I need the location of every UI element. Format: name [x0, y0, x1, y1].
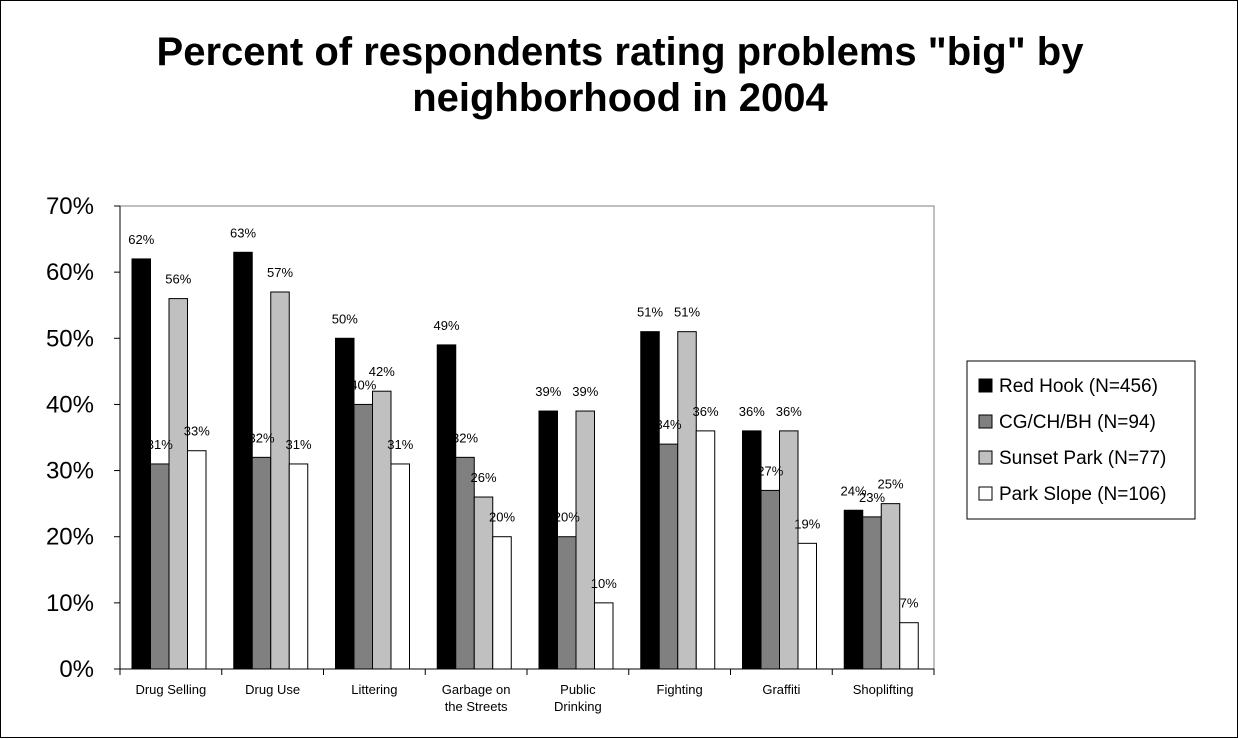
legend-label: Park Slope (N=106): [999, 484, 1166, 505]
bar: [492, 536, 512, 670]
data-label: 24%: [840, 483, 866, 498]
data-label: 31%: [147, 437, 173, 452]
bar: [797, 542, 817, 670]
y-tick-label: 20%: [46, 524, 94, 551]
data-label: 32%: [248, 430, 274, 445]
legend-box: [966, 360, 1196, 520]
x-tick-label: Shoplifting: [853, 682, 914, 697]
y-tick-label: 70%: [46, 193, 94, 220]
data-label: 63%: [230, 225, 256, 240]
bar: [640, 331, 660, 670]
data-label: 31%: [285, 437, 311, 452]
x-axis: Drug Selling Drug Use Littering Garbage on t…: [119, 668, 935, 714]
legend-label: CG/CH/BH (N=94): [999, 412, 1156, 433]
bar: [390, 463, 410, 670]
data-label: 39%: [535, 384, 561, 399]
bar: [575, 410, 595, 670]
legend-label: Red Hook (N=456): [999, 376, 1158, 397]
bar: [288, 463, 309, 670]
data-label: 23%: [859, 490, 885, 505]
data-label: 20%: [554, 510, 580, 525]
data-label: 40%: [350, 377, 376, 392]
bar: [270, 291, 290, 670]
bar: [131, 258, 151, 670]
bar: [168, 298, 188, 670]
data-label: 20%: [489, 510, 515, 525]
data-label: 62%: [128, 232, 154, 247]
bar: [372, 390, 392, 670]
data-label: 57%: [267, 265, 293, 280]
y-tick-label: 50%: [46, 325, 94, 352]
y-tick-label: 10%: [46, 590, 94, 617]
data-label: 50%: [332, 311, 358, 326]
data-label: 27%: [757, 463, 783, 478]
bar: [760, 489, 780, 670]
bar: [455, 456, 475, 670]
data-label: 51%: [674, 305, 700, 320]
bar: [843, 509, 864, 670]
bar: [436, 344, 457, 670]
bar: [594, 602, 614, 670]
x-tick-label: Drug Selling: [135, 682, 206, 697]
data-label: 49%: [433, 318, 459, 333]
data-labels: 62% 63% 50% 49% 39% 51% 36% 24% 31% 32% 40% 32% 20% 3…: [128, 225, 919, 610]
bar: [677, 331, 697, 670]
data-label: 10%: [591, 576, 617, 591]
legend: Red Hook (N=456) CG/CH/BH (N=94) Sunset Pa…: [966, 360, 1196, 520]
legend-swatch: [978, 378, 993, 393]
data-label: 56%: [165, 272, 191, 287]
data-label: 25%: [877, 477, 903, 492]
y-tick-label: 40%: [46, 391, 94, 418]
x-tick-label: Fighting: [657, 682, 703, 697]
bar: [880, 503, 901, 670]
y-axis: 0% 10% 20% 30% 40% 50% 60% 70%: [46, 193, 121, 683]
data-label: 34%: [655, 417, 681, 432]
y-tick-label: 60%: [46, 259, 94, 286]
bar: [899, 622, 919, 670]
legend-swatch: [978, 450, 993, 465]
data-label: 7%: [900, 596, 919, 611]
bar: [695, 430, 716, 670]
data-label: 39%: [572, 384, 598, 399]
bar: [557, 536, 577, 670]
data-label: 36%: [739, 404, 765, 419]
data-label: 31%: [387, 437, 413, 452]
bar: [538, 410, 558, 670]
x-tick-label: Graffiti: [762, 682, 800, 697]
legend-label: Sunset Park (N=77): [999, 448, 1166, 469]
bar: [658, 443, 679, 670]
x-tick-label: Public: [560, 682, 596, 697]
data-label: 36%: [692, 404, 718, 419]
data-label: 42%: [369, 364, 395, 379]
data-label: 32%: [452, 430, 478, 445]
x-tick-label: Drinking: [554, 699, 602, 714]
bar: [187, 450, 207, 670]
bars: [131, 251, 919, 670]
bar: [150, 463, 170, 670]
legend-swatch: [978, 486, 993, 501]
bar: [251, 456, 272, 670]
y-tick-label: 0%: [59, 656, 94, 683]
data-label: 51%: [637, 305, 663, 320]
chart-title-line: neighborhood in 2004: [412, 76, 828, 120]
data-label: 26%: [470, 470, 496, 485]
y-tick-label: 30%: [46, 458, 94, 485]
bar: [233, 251, 253, 670]
chart-title: Percent of respondents rating problems "…: [157, 30, 1085, 120]
x-tick-label: Garbage on: [442, 682, 511, 697]
x-tick-label: Drug Use: [245, 682, 300, 697]
data-label: 36%: [776, 404, 802, 419]
legend-swatch: [978, 414, 993, 429]
x-tick-label: the Streets: [445, 699, 508, 714]
chart-title-line: Percent of respondents rating problems "…: [157, 30, 1085, 74]
bar: [862, 516, 882, 670]
bar: [353, 403, 373, 670]
x-tick-label: Littering: [351, 682, 397, 697]
data-label: 33%: [184, 424, 210, 439]
data-label: 19%: [794, 516, 820, 531]
